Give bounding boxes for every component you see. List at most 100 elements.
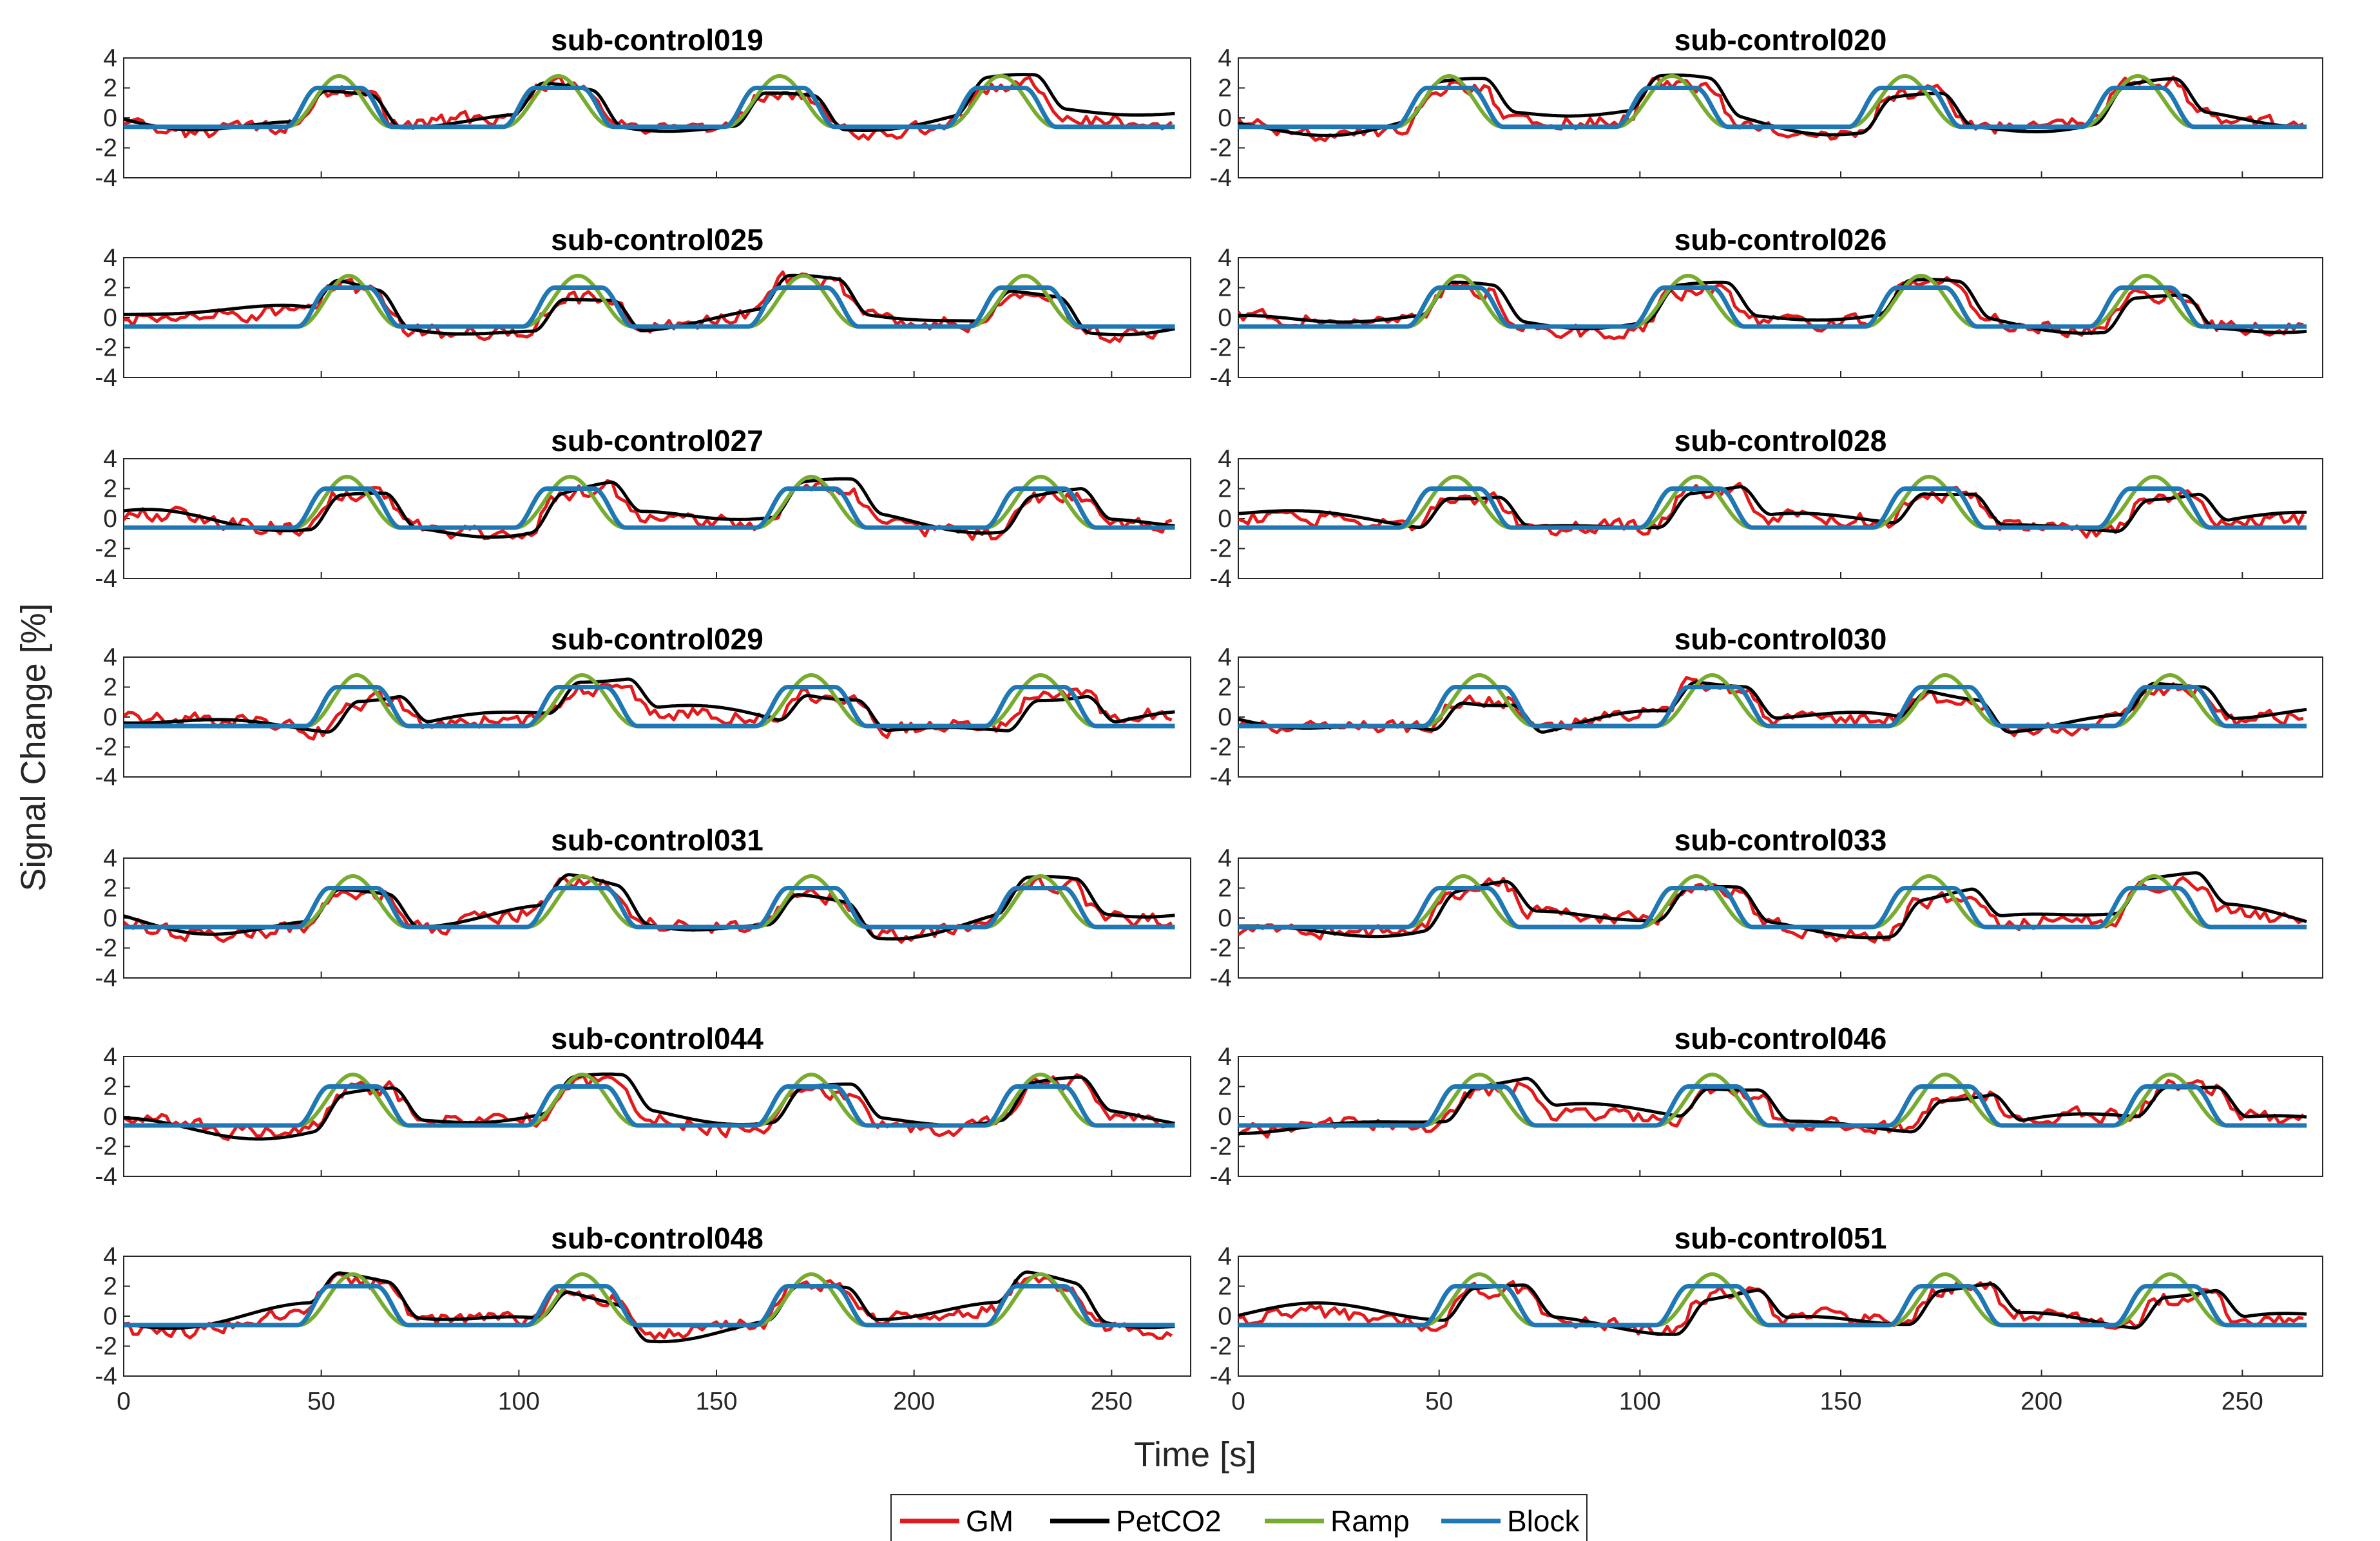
- series-petco2: [1238, 1282, 2307, 1336]
- y-tick-label: -4: [95, 964, 117, 992]
- legend-label: Ramp: [1330, 1504, 1410, 1538]
- x-tick-label: 50: [1425, 1388, 1453, 1415]
- traces: [124, 73, 1175, 141]
- y-tick-label: -2: [95, 535, 117, 563]
- y-tick-label: 0: [1218, 1303, 1232, 1330]
- y-tick-label: -2: [95, 935, 117, 962]
- y-tick-label: 2: [103, 75, 117, 102]
- series-block: [1238, 486, 2307, 530]
- y-tick-label: 4: [1218, 445, 1232, 473]
- y-tick-label: 2: [103, 875, 117, 903]
- y-tick-label: 0: [1218, 104, 1232, 132]
- legend-label: Block: [1507, 1504, 1580, 1538]
- y-tick-label: 0: [103, 905, 117, 932]
- y-tick-label: -4: [1209, 565, 1232, 593]
- traces: [1238, 73, 2307, 142]
- series-petco2: [1238, 485, 2307, 533]
- y-tick-label: -4: [95, 763, 117, 791]
- y-tick-label: -4: [1209, 164, 1232, 192]
- y-tick-label: -2: [1209, 535, 1232, 563]
- y-tick-label: 0: [1218, 905, 1232, 932]
- x-tick-label: 150: [1819, 1388, 1861, 1415]
- x-tick-label: 150: [695, 1388, 737, 1415]
- subplot-title: sub-control029: [551, 622, 763, 656]
- x-tick-label: 200: [2020, 1388, 2062, 1415]
- y-tick-label: 0: [103, 104, 117, 132]
- y-tick-label: 0: [103, 304, 117, 332]
- series-block: [1238, 1084, 2307, 1128]
- subplot-title: sub-control051: [1675, 1221, 1887, 1255]
- y-tick-label: 4: [1218, 1043, 1232, 1071]
- y-tick-label: -2: [1209, 734, 1232, 761]
- y-tick-label: 4: [103, 845, 117, 872]
- y-tick-label: 2: [1218, 274, 1232, 302]
- subplot-title: sub-control046: [1675, 1022, 1887, 1055]
- y-tick-label: -2: [1209, 334, 1232, 362]
- legend-entry-gm: GM: [900, 1504, 1013, 1538]
- y-tick-label: 2: [103, 1073, 117, 1101]
- subplot-title: sub-control044: [551, 1022, 763, 1055]
- y-axis-label: Signal Change [%]: [14, 603, 53, 891]
- subplot-title: sub-control026: [1675, 223, 1887, 256]
- subplot-sub-control026: sub-control026 420-2-4: [1209, 223, 2323, 392]
- y-tick-label: 2: [1218, 475, 1232, 503]
- y-tick-label: 4: [103, 1043, 117, 1071]
- subplot-title: sub-control027: [551, 424, 763, 457]
- subplot-grid: sub-control019420-2-4sub-control020420-2…: [95, 23, 2323, 1415]
- y-tick-label: 2: [1218, 875, 1232, 903]
- y-tick-label: -2: [95, 734, 117, 761]
- traces: [1238, 273, 2307, 341]
- y-tick-label: 4: [1218, 845, 1232, 872]
- series-block: [1238, 1284, 2307, 1328]
- subplot-title: sub-control020: [1675, 23, 1887, 57]
- series-block: [124, 486, 1175, 530]
- x-tick-label: 250: [2222, 1388, 2263, 1415]
- traces: [124, 873, 1175, 944]
- subplot-sub-control033: sub-control033 4 20 -2-4: [1209, 823, 2323, 992]
- y-tick-label: -4: [1209, 364, 1232, 392]
- legend: GM PetCO2 Ramp Block: [890, 1494, 1588, 1541]
- legend-entry-ramp: Ramp: [1265, 1504, 1410, 1538]
- y-tick-label: -2: [1209, 935, 1232, 962]
- subplot-sub-control029: sub-control029 4 20 -2-4: [95, 622, 1191, 791]
- subplot-title: sub-control019: [551, 23, 763, 57]
- y-tick-label: 0: [1218, 1103, 1232, 1131]
- subplot-sub-control020: sub-control020 4 20 -2-4: [1209, 23, 2323, 192]
- y-tick-label: 4: [103, 644, 117, 671]
- series-block: [1238, 886, 2307, 930]
- y-tick-label: 2: [1218, 674, 1232, 702]
- traces: [124, 673, 1175, 741]
- legend-label: GM: [966, 1504, 1013, 1538]
- traces: [1238, 871, 2307, 944]
- y-tick-label: -4: [95, 164, 117, 192]
- traces: [124, 270, 1175, 344]
- plot-area: [1238, 57, 2323, 178]
- y-tick-label: -4: [95, 364, 117, 392]
- x-tick-label: 100: [498, 1388, 540, 1415]
- x-tick-label: 250: [1091, 1388, 1133, 1415]
- legend-entry-block: Block: [1441, 1504, 1580, 1538]
- traces: [1238, 1272, 2307, 1337]
- x-tick-label: 0: [117, 1388, 131, 1415]
- plot-area: [123, 656, 1191, 778]
- y-tick-label: 0: [103, 704, 117, 731]
- y-tick-label: -4: [1209, 763, 1232, 791]
- x-tick-label: 50: [307, 1388, 335, 1415]
- y-tick-label: 0: [103, 1103, 117, 1131]
- y-tick-label: 0: [1218, 304, 1232, 332]
- subplot-sub-control030: sub-control030 4 20 -2-4: [1209, 622, 2323, 791]
- subplot-title: sub-control031: [551, 823, 763, 857]
- x-tick-label: 0: [1231, 1388, 1245, 1415]
- y-tick-label: -2: [95, 334, 117, 362]
- y-tick-label: -2: [95, 135, 117, 162]
- y-tick-label: 0: [1218, 704, 1232, 731]
- y-tick-label: 4: [1218, 644, 1232, 671]
- traces: [124, 1072, 1175, 1142]
- plot-area: [123, 1256, 1191, 1377]
- y-tick-label: -4: [1209, 964, 1232, 992]
- plot-area: [123, 257, 1191, 378]
- y-tick-label: 2: [1218, 1273, 1232, 1301]
- y-tick-label: -2: [1209, 1333, 1232, 1361]
